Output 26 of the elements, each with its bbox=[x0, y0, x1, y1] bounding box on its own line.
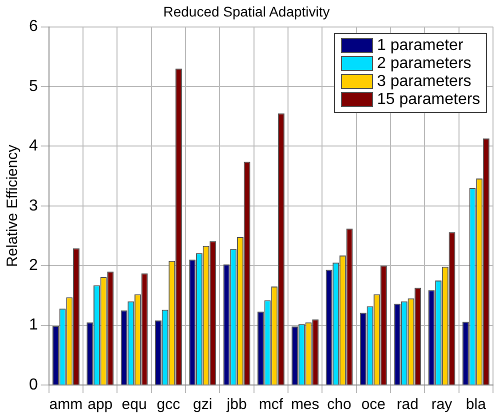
x-tick-label: ray bbox=[431, 396, 453, 414]
y-tick-label: 6 bbox=[28, 18, 38, 36]
x-tick-label: app bbox=[88, 396, 113, 414]
x-tick-label: cho bbox=[327, 396, 352, 414]
y-tick-label: 5 bbox=[28, 78, 38, 95]
x-tick-label: mcf bbox=[258, 396, 284, 414]
legend-label: 3 parameters bbox=[377, 72, 472, 91]
x-tick-label: amm bbox=[49, 396, 83, 414]
x-tick-label: gzi bbox=[193, 396, 212, 414]
legend-label: 1 parameter bbox=[377, 36, 464, 55]
y-tick-label: 1 bbox=[28, 316, 38, 334]
x-tick-label: mes bbox=[290, 396, 320, 414]
x-tick-label: gcc bbox=[156, 396, 181, 414]
chart-title: Reduced Spatial Adaptivity bbox=[163, 3, 330, 20]
y-tick-label: 3 bbox=[28, 197, 38, 214]
legend-label: 15 parameters bbox=[377, 90, 480, 109]
x-tick-label: oce bbox=[361, 396, 386, 414]
y-tick-label: 2 bbox=[28, 257, 38, 274]
legend-label: 2 parameters bbox=[377, 54, 472, 73]
x-tick-label: bla bbox=[466, 396, 487, 414]
y-axis-title: Relative Efficiency bbox=[4, 144, 22, 268]
x-tick-label: jbb bbox=[226, 396, 247, 414]
y-tick-label: 4 bbox=[28, 138, 38, 155]
y-tick-label: 0 bbox=[28, 376, 38, 394]
x-tick-label: equ bbox=[122, 396, 147, 414]
x-tick-label: rad bbox=[396, 396, 418, 414]
